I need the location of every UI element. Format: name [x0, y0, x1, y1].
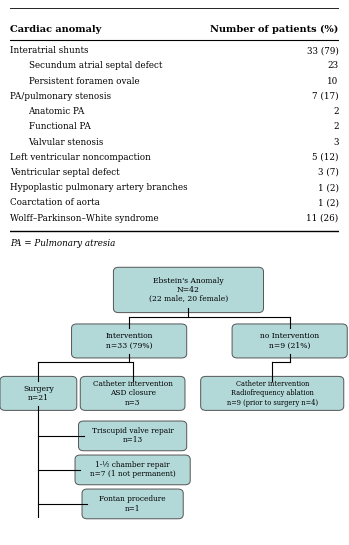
Text: Persistent foramen ovale: Persistent foramen ovale — [29, 77, 139, 86]
Text: 3: 3 — [333, 137, 339, 147]
Text: Hypoplastic pulmonary artery branches: Hypoplastic pulmonary artery branches — [10, 183, 188, 192]
Text: Ventricular septal defect: Ventricular septal defect — [10, 168, 120, 177]
FancyBboxPatch shape — [80, 377, 185, 410]
FancyBboxPatch shape — [79, 421, 187, 451]
FancyBboxPatch shape — [72, 324, 187, 358]
Text: 11 (26): 11 (26) — [306, 214, 339, 223]
FancyBboxPatch shape — [75, 455, 190, 485]
Text: 23: 23 — [327, 62, 339, 70]
Text: 5 (12): 5 (12) — [312, 153, 339, 162]
Text: Secundum atrial septal defect: Secundum atrial septal defect — [29, 62, 162, 70]
Text: 1-½ chamber repair
n=7 (1 not permanent): 1-½ chamber repair n=7 (1 not permanent) — [90, 461, 176, 479]
Text: Intervention
n=33 (79%): Intervention n=33 (79%) — [105, 332, 153, 349]
Text: Ebstein's Anomaly
N=42
(22 male, 20 female): Ebstein's Anomaly N=42 (22 male, 20 fema… — [149, 277, 228, 303]
Text: Fontan procedure
n=1: Fontan procedure n=1 — [99, 495, 166, 512]
Text: Cardiac anomaly: Cardiac anomaly — [10, 25, 102, 34]
Text: 1 (2): 1 (2) — [318, 183, 339, 192]
Text: Wolff–Parkinson–White syndrome: Wolff–Parkinson–White syndrome — [10, 214, 159, 223]
Text: PA/pulmonary stenosis: PA/pulmonary stenosis — [10, 92, 112, 101]
Text: 7 (17): 7 (17) — [312, 92, 339, 101]
Text: no Intervention
n=9 (21%): no Intervention n=9 (21%) — [260, 332, 319, 349]
Text: 3 (7): 3 (7) — [318, 168, 339, 177]
Text: Functional PA: Functional PA — [29, 122, 90, 131]
Text: 2: 2 — [333, 107, 339, 116]
Text: 33 (79): 33 (79) — [307, 46, 339, 55]
Text: 1 (2): 1 (2) — [318, 198, 339, 208]
Text: 2: 2 — [333, 122, 339, 131]
FancyBboxPatch shape — [232, 324, 347, 358]
Text: PA = Pulmonary atresia: PA = Pulmonary atresia — [10, 239, 116, 248]
Text: Anatomic PA: Anatomic PA — [29, 107, 85, 116]
FancyBboxPatch shape — [0, 377, 77, 410]
Text: Number of patients (%): Number of patients (%) — [210, 25, 339, 34]
Text: Interatrial shunts: Interatrial shunts — [10, 46, 89, 55]
FancyBboxPatch shape — [82, 489, 183, 519]
Text: Surgery
n=21: Surgery n=21 — [23, 385, 54, 402]
Text: Catheter intervention
ASD closure
n=3: Catheter intervention ASD closure n=3 — [93, 380, 172, 407]
Text: Catheter intervention
Radiofrequency ablation
n=9 (prior to surgery n=4): Catheter intervention Radiofrequency abl… — [227, 380, 318, 407]
FancyBboxPatch shape — [201, 377, 344, 410]
Text: Left ventricular noncompaction: Left ventricular noncompaction — [10, 153, 151, 162]
Text: 10: 10 — [327, 77, 339, 86]
FancyBboxPatch shape — [113, 267, 263, 313]
Text: Valvular stenosis: Valvular stenosis — [29, 137, 104, 147]
Text: Coarctation of aorta: Coarctation of aorta — [10, 198, 101, 208]
Text: Triscupid valve repair
n=13: Triscupid valve repair n=13 — [92, 427, 173, 445]
